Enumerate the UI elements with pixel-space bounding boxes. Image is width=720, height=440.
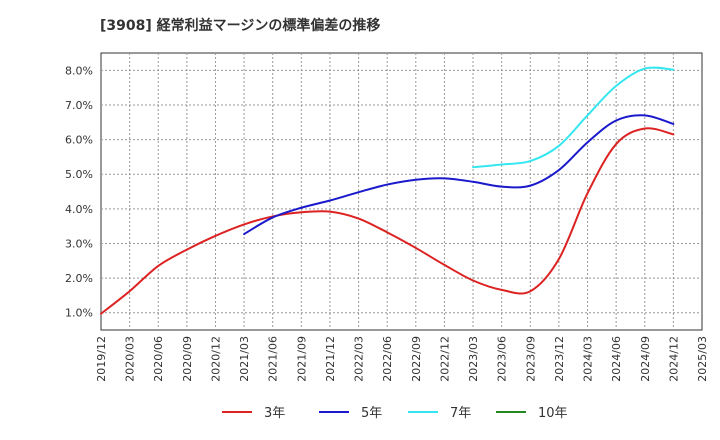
- x-tick-label: 2023/09: [524, 336, 537, 382]
- x-tick-label: 2021/03: [238, 336, 251, 382]
- legend-label-3: 10年: [538, 406, 568, 421]
- y-tick-label: 7.0%: [65, 99, 93, 112]
- y-tick-label: 1.0%: [65, 307, 93, 320]
- y-axis-ticks: 1.0% 2.0% 3.0% 4.0% 5.0% 6.0% 7.0% 8.0%: [65, 64, 93, 319]
- y-tick-label: 3.0%: [65, 237, 93, 250]
- series-line-1: [243, 114, 675, 236]
- x-tick-label: 2024/12: [667, 336, 680, 382]
- legend-label-2: 7年: [450, 406, 471, 421]
- y-tick-label: 6.0%: [65, 134, 93, 147]
- series-line-2: [472, 66, 675, 169]
- x-tick-label: 2022/12: [438, 336, 451, 382]
- x-tick-label: 2023/03: [467, 336, 480, 382]
- x-tick-label: 2020/12: [209, 336, 222, 382]
- x-tick-label: 2024/03: [582, 336, 595, 382]
- x-tick-label: 2021/09: [295, 336, 308, 382]
- chart-title: [3908] 経常利益マージンの標準偏差の推移: [100, 17, 380, 34]
- x-tick-label: 2022/06: [381, 336, 394, 382]
- legend-label-0: 3年: [264, 406, 285, 421]
- x-tick-label: 2020/09: [181, 336, 194, 382]
- x-tick-label: 2023/06: [496, 336, 509, 382]
- x-axis-ticks: 2019/12 2020/03 2020/06 2020/09 2020/12 2021/…: [95, 336, 709, 382]
- series-line-0: [100, 127, 675, 315]
- x-tick-label: 2020/06: [152, 336, 165, 382]
- x-tick-label: 2022/03: [353, 336, 366, 382]
- x-tick-label: 2021/06: [267, 336, 280, 382]
- series-layer: [100, 66, 675, 315]
- y-tick-label: 8.0%: [65, 64, 93, 77]
- x-tick-label: 2022/09: [410, 336, 423, 382]
- x-tick-label: 2023/12: [553, 336, 566, 382]
- plot-area: [100, 52, 703, 331]
- x-tick-label: 2019/12: [95, 336, 108, 382]
- y-tick-label: 2.0%: [65, 272, 93, 285]
- x-tick-label: 2020/03: [124, 336, 137, 382]
- y-tick-label: 4.0%: [65, 203, 93, 216]
- x-tick-label: 2021/12: [324, 336, 337, 382]
- x-tick-label: 2025/03: [696, 336, 709, 382]
- x-tick-label: 2024/06: [610, 336, 623, 382]
- legend: 3年 5年 7年 10年: [222, 406, 568, 421]
- x-tick-label: 2024/09: [639, 336, 652, 382]
- legend-label-1: 5年: [361, 406, 382, 421]
- y-tick-label: 5.0%: [65, 168, 93, 181]
